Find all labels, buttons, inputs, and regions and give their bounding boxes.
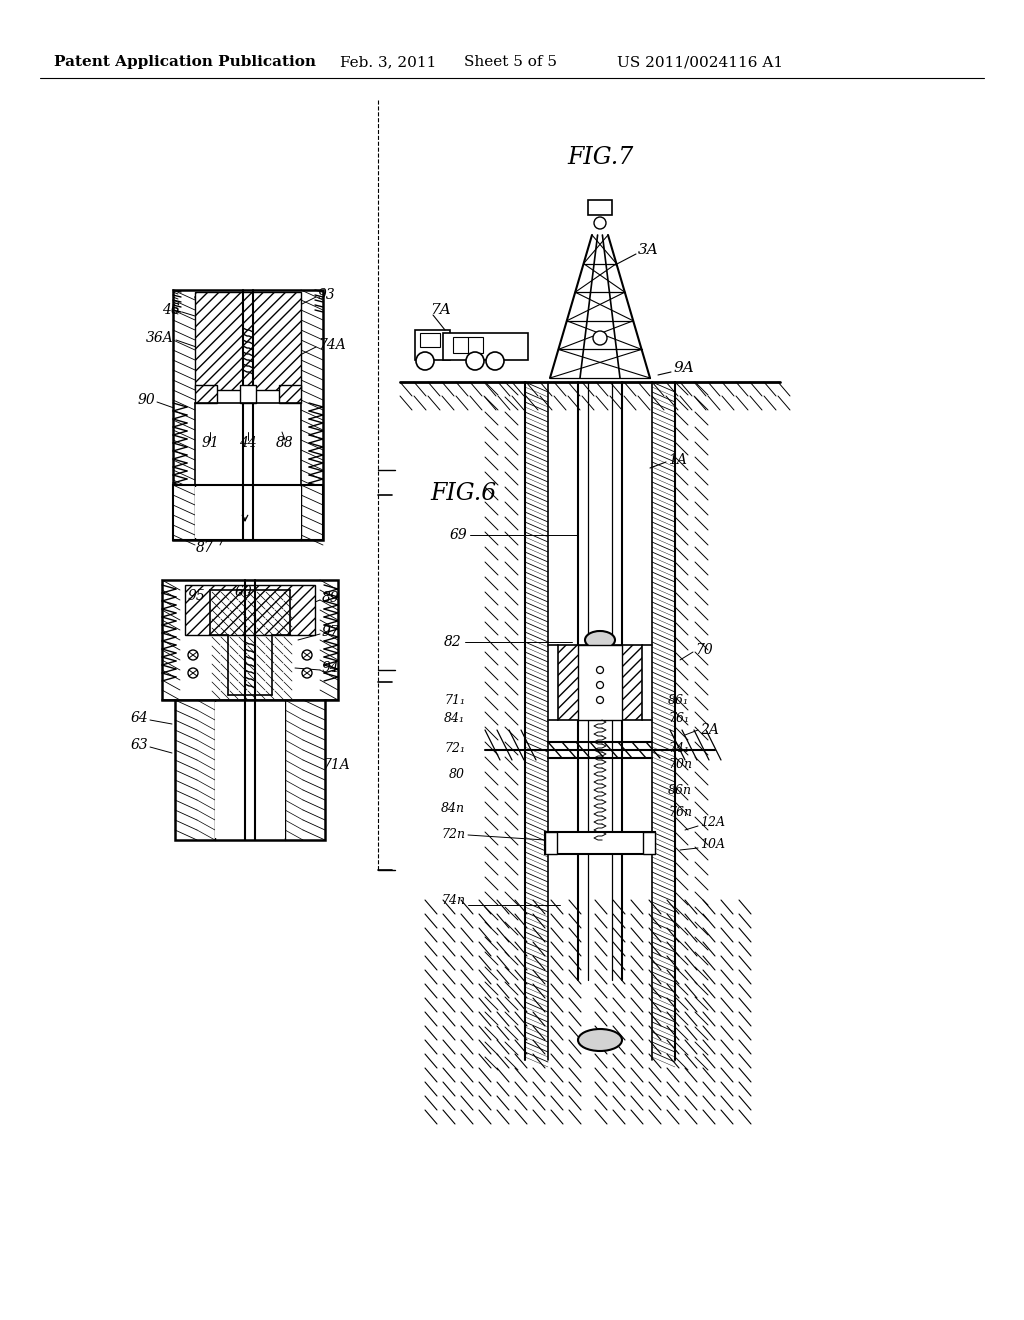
Text: 87: 87: [197, 541, 214, 554]
Text: 71₁: 71₁: [444, 693, 465, 706]
Circle shape: [416, 352, 434, 370]
Text: FIG.7: FIG.7: [567, 147, 633, 169]
Text: 10A: 10A: [700, 838, 725, 851]
Bar: [162, 579, 338, 700]
Text: 64: 64: [130, 711, 148, 725]
Text: 95: 95: [187, 589, 205, 603]
Circle shape: [597, 681, 603, 689]
Text: 72₁: 72₁: [444, 742, 465, 755]
Text: 46: 46: [162, 304, 180, 317]
Text: Patent Application Publication: Patent Application Publication: [54, 55, 316, 69]
Text: 9A: 9A: [673, 360, 693, 375]
Bar: [173, 290, 323, 540]
Text: 7A: 7A: [430, 304, 451, 317]
Bar: [279, 385, 301, 403]
Text: 76n: 76n: [668, 805, 692, 818]
Text: 84₁: 84₁: [444, 711, 465, 725]
Bar: [545, 832, 557, 854]
Circle shape: [593, 331, 607, 345]
Bar: [175, 700, 325, 840]
Text: 80: 80: [449, 768, 465, 781]
Text: 70: 70: [695, 643, 713, 657]
Text: 89: 89: [322, 591, 340, 605]
Text: 3A: 3A: [638, 243, 658, 257]
Text: 12A: 12A: [700, 816, 725, 829]
Bar: [240, 385, 256, 403]
Text: US 2011/0024116 A1: US 2011/0024116 A1: [616, 55, 783, 69]
Text: 71A: 71A: [322, 758, 350, 772]
Text: 93: 93: [318, 288, 336, 302]
Bar: [643, 832, 655, 854]
Text: FIG.6: FIG.6: [430, 482, 497, 504]
Text: 88: 88: [276, 436, 294, 450]
Text: 91: 91: [201, 436, 219, 450]
Text: 74n: 74n: [441, 894, 465, 907]
Circle shape: [302, 668, 312, 678]
Text: 1A: 1A: [668, 453, 687, 467]
Text: 90: 90: [137, 393, 155, 407]
Bar: [195, 385, 217, 403]
Circle shape: [188, 668, 198, 678]
Text: 44: 44: [240, 436, 257, 450]
Text: 82: 82: [444, 635, 462, 649]
Text: 2A: 2A: [700, 723, 719, 737]
Circle shape: [302, 649, 312, 660]
Circle shape: [594, 216, 606, 228]
Text: 74₁: 74₁: [668, 742, 689, 755]
Text: 69: 69: [450, 528, 467, 543]
Circle shape: [597, 697, 603, 704]
Bar: [545, 832, 655, 854]
Bar: [588, 201, 612, 215]
Text: 70n: 70n: [668, 759, 692, 771]
Bar: [195, 487, 301, 539]
Bar: [578, 645, 622, 719]
Bar: [453, 337, 483, 352]
Bar: [558, 645, 642, 719]
Bar: [443, 333, 528, 360]
Text: 63: 63: [130, 738, 148, 752]
Text: 72n: 72n: [441, 829, 465, 842]
Text: 36A: 36A: [146, 331, 174, 345]
Text: 74A: 74A: [318, 338, 346, 352]
Text: 60: 60: [234, 585, 252, 599]
Circle shape: [486, 352, 504, 370]
Text: 76₁: 76₁: [668, 711, 689, 725]
Text: Feb. 3, 2011: Feb. 3, 2011: [340, 55, 436, 69]
Bar: [185, 585, 315, 635]
Circle shape: [597, 667, 603, 673]
Circle shape: [188, 649, 198, 660]
Bar: [415, 330, 450, 360]
Text: 84n: 84n: [441, 801, 465, 814]
Circle shape: [466, 352, 484, 370]
Text: 94: 94: [322, 661, 340, 675]
Bar: [420, 333, 440, 347]
Text: 86n: 86n: [668, 784, 692, 796]
Text: 86₁: 86₁: [668, 693, 689, 706]
Ellipse shape: [578, 1030, 622, 1051]
Bar: [195, 292, 301, 389]
Text: 97: 97: [322, 624, 340, 639]
Bar: [173, 484, 323, 540]
Ellipse shape: [585, 631, 615, 649]
Text: Sheet 5 of 5: Sheet 5 of 5: [464, 55, 556, 69]
Bar: [215, 702, 285, 838]
